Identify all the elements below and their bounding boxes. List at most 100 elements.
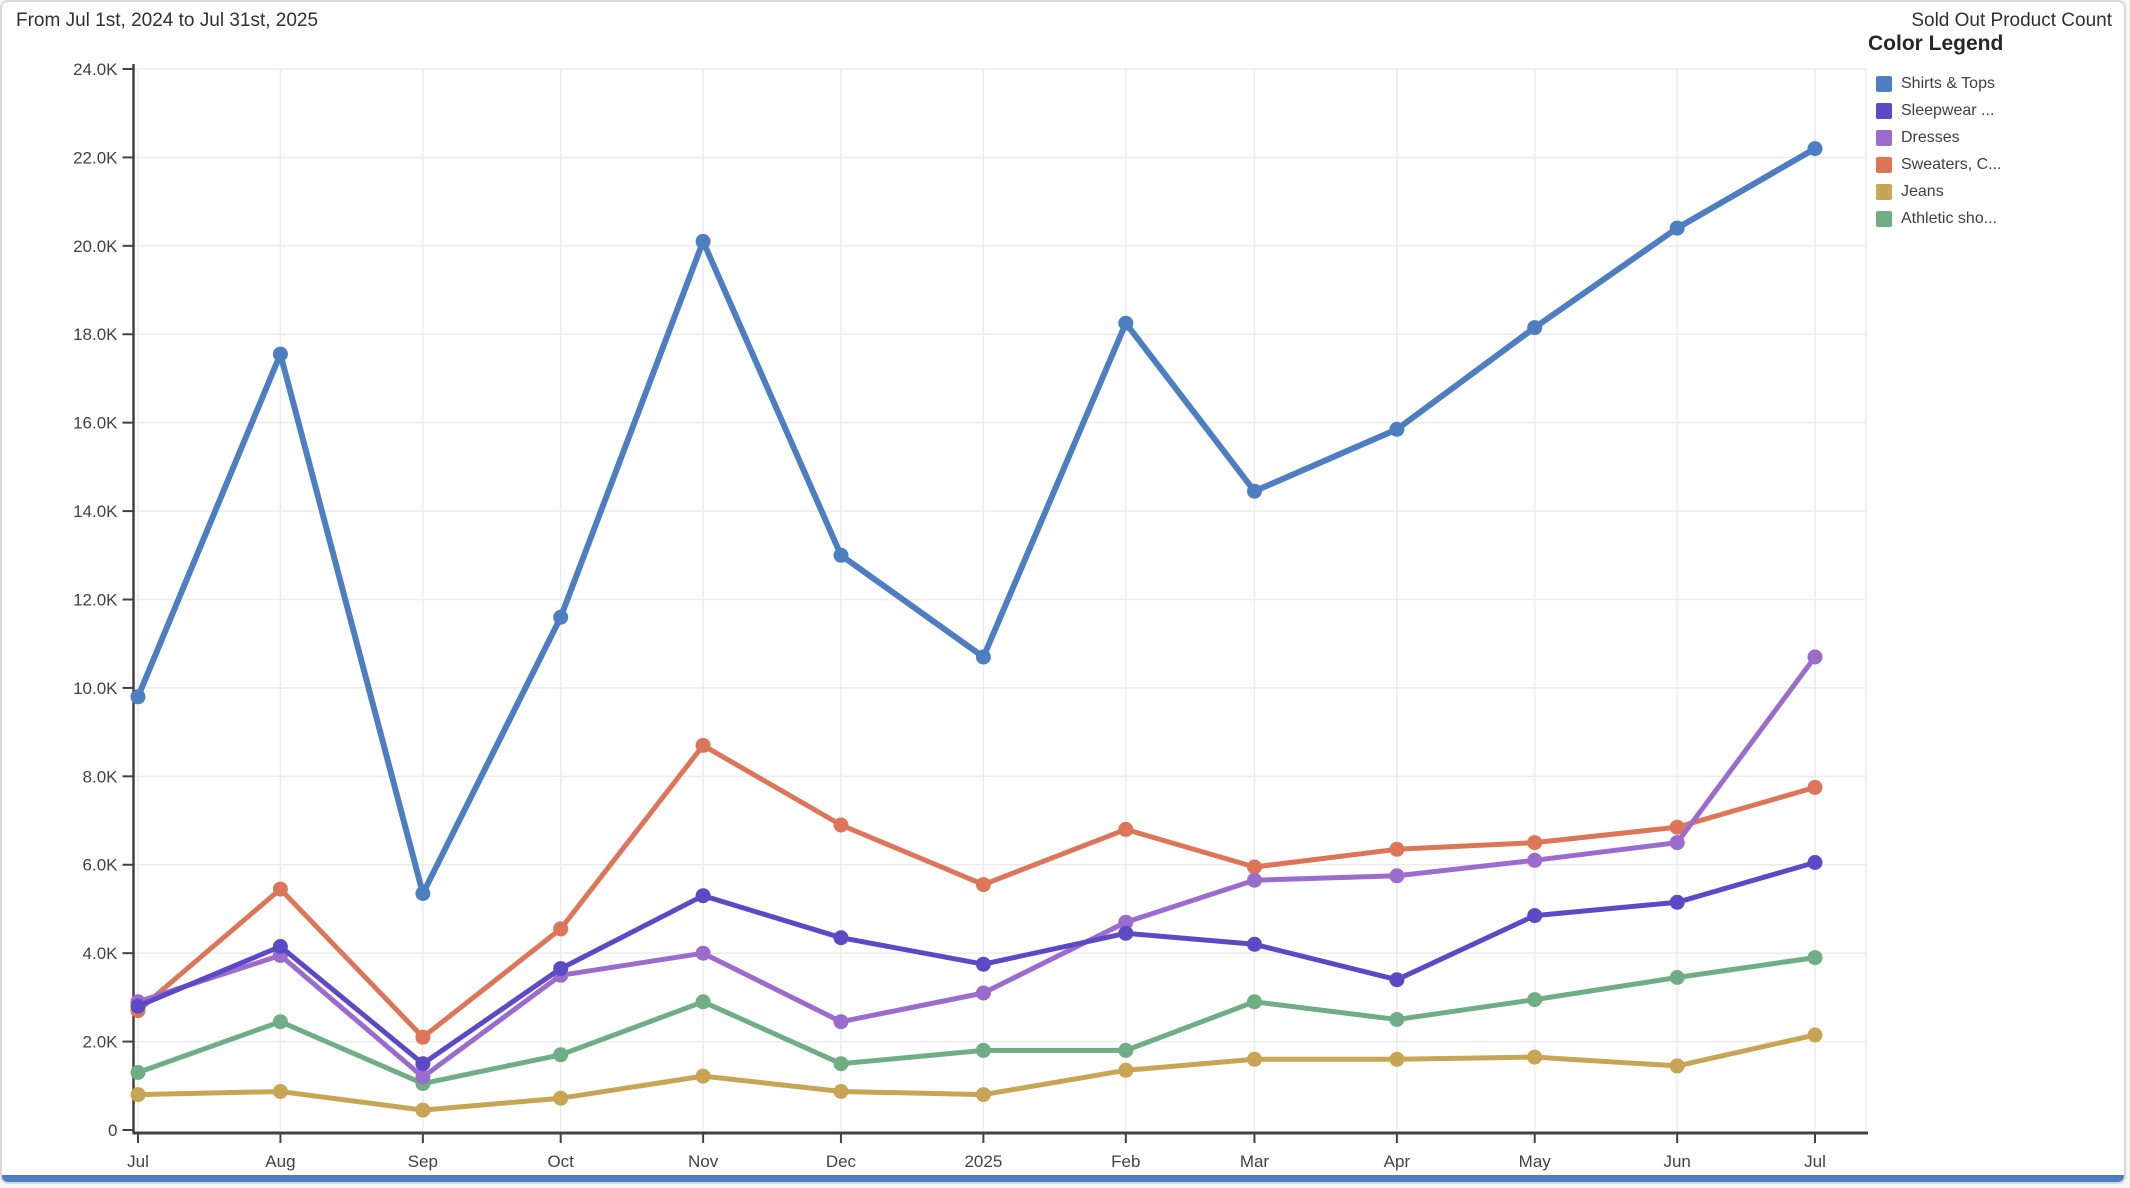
data-point[interactable] <box>1669 220 1685 236</box>
bottom-accent-bar <box>2 1175 2124 1182</box>
y-tick-label: 14.0K <box>73 502 118 521</box>
x-tick-label: Oct <box>547 1152 574 1171</box>
data-point[interactable] <box>695 233 711 249</box>
data-point[interactable] <box>130 1087 146 1103</box>
data-point[interactable] <box>415 1069 431 1085</box>
data-point[interactable] <box>1807 779 1823 795</box>
data-point[interactable] <box>1527 320 1543 336</box>
data-point[interactable] <box>1247 872 1262 888</box>
data-point[interactable] <box>975 1087 991 1103</box>
data-point[interactable] <box>1807 141 1823 157</box>
data-point[interactable] <box>1527 835 1543 851</box>
data-point[interactable] <box>1389 1012 1405 1027</box>
data-point[interactable] <box>272 939 288 954</box>
data-point[interactable] <box>1118 925 1134 941</box>
data-point[interactable] <box>833 1014 849 1030</box>
data-point[interactable] <box>695 1068 711 1084</box>
data-point[interactable] <box>1389 972 1405 988</box>
data-point[interactable] <box>1669 970 1685 985</box>
y-tick-label: 0 <box>108 1121 117 1140</box>
legend-item-label: Sleepwear ... <box>1901 101 1995 119</box>
series-sleepwear <box>130 855 1823 1072</box>
data-point[interactable] <box>1247 483 1262 499</box>
data-point[interactable] <box>833 1084 849 1099</box>
data-point[interactable] <box>1807 649 1823 665</box>
data-point[interactable] <box>1807 1027 1823 1043</box>
metric-title: Sold Out Product Count <box>1911 10 2112 31</box>
data-point[interactable] <box>1118 315 1134 331</box>
legend-item[interactable]: Shirts & Tops <box>1868 70 2120 97</box>
data-point[interactable] <box>975 649 991 665</box>
data-point[interactable] <box>975 877 991 893</box>
data-point[interactable] <box>1118 1042 1134 1058</box>
data-point[interactable] <box>1669 819 1685 835</box>
data-point[interactable] <box>1807 855 1823 870</box>
data-point[interactable] <box>1247 1051 1262 1067</box>
legend-item-label: Dresses <box>1901 128 1960 146</box>
y-tick-label: 2.0K <box>83 1033 119 1052</box>
data-point[interactable] <box>1247 936 1262 952</box>
data-point[interactable] <box>695 994 711 1010</box>
data-point[interactable] <box>1118 1062 1134 1078</box>
legend-item[interactable]: Sleepwear ... <box>1868 97 2120 124</box>
data-point[interactable] <box>1118 914 1134 930</box>
data-point[interactable] <box>833 547 849 563</box>
data-point[interactable] <box>553 1090 569 1106</box>
data-point[interactable] <box>553 1047 569 1063</box>
data-point[interactable] <box>975 985 991 1001</box>
data-point[interactable] <box>272 346 288 362</box>
legend-item[interactable]: Athletic sho... <box>1868 205 2120 232</box>
data-point[interactable] <box>1118 821 1134 837</box>
data-point[interactable] <box>1669 835 1685 851</box>
data-point[interactable] <box>975 956 991 972</box>
y-tick-label: 12.0K <box>73 590 118 609</box>
y-tick-label: 24.0K <box>73 60 118 79</box>
data-point[interactable] <box>1669 894 1685 910</box>
data-point[interactable] <box>1527 1049 1543 1065</box>
data-point[interactable] <box>272 1014 288 1030</box>
y-tick-label: 16.0K <box>73 414 118 433</box>
data-point[interactable] <box>1389 868 1405 884</box>
legend-item-label: Athletic sho... <box>1901 209 1998 227</box>
data-point[interactable] <box>553 921 569 937</box>
data-point[interactable] <box>833 1056 849 1072</box>
data-point[interactable] <box>833 817 849 833</box>
data-point[interactable] <box>1527 908 1543 924</box>
data-point[interactable] <box>1527 992 1543 1008</box>
data-point[interactable] <box>1247 994 1262 1010</box>
data-point[interactable] <box>272 881 288 897</box>
data-point[interactable] <box>130 998 146 1014</box>
data-point[interactable] <box>272 1084 288 1099</box>
legend-item[interactable]: Dresses <box>1868 124 2120 151</box>
data-point[interactable] <box>1807 950 1823 966</box>
x-tick-label: Sep <box>408 1152 438 1171</box>
data-point[interactable] <box>1669 1058 1685 1074</box>
data-point[interactable] <box>1247 859 1262 875</box>
x-tick-label: 2025 <box>964 1152 1002 1171</box>
data-point[interactable] <box>695 888 711 904</box>
data-point[interactable] <box>553 609 569 625</box>
legend-item[interactable]: Sweaters, C... <box>1868 151 2120 178</box>
data-point[interactable] <box>1527 852 1543 868</box>
data-point[interactable] <box>415 1029 431 1045</box>
data-point[interactable] <box>130 689 146 705</box>
y-tick-label: 20.0K <box>73 237 118 256</box>
data-point[interactable] <box>130 1065 146 1080</box>
data-point[interactable] <box>415 886 431 901</box>
x-tick-label: Nov <box>688 1152 719 1171</box>
data-point[interactable] <box>695 945 711 961</box>
data-point[interactable] <box>975 1042 991 1058</box>
data-point[interactable] <box>553 961 569 977</box>
data-point[interactable] <box>1389 421 1405 437</box>
data-point[interactable] <box>415 1056 431 1072</box>
data-point[interactable] <box>833 930 849 946</box>
legend-item[interactable]: Jeans <box>1868 178 2120 205</box>
data-point[interactable] <box>1389 841 1405 857</box>
data-point[interactable] <box>415 1102 431 1118</box>
data-point[interactable] <box>695 737 711 753</box>
data-point[interactable] <box>1389 1051 1405 1067</box>
date-range-label: From Jul 1st, 2024 to Jul 31st, 2025 <box>16 10 319 31</box>
series-shirts-tops <box>130 141 1823 901</box>
